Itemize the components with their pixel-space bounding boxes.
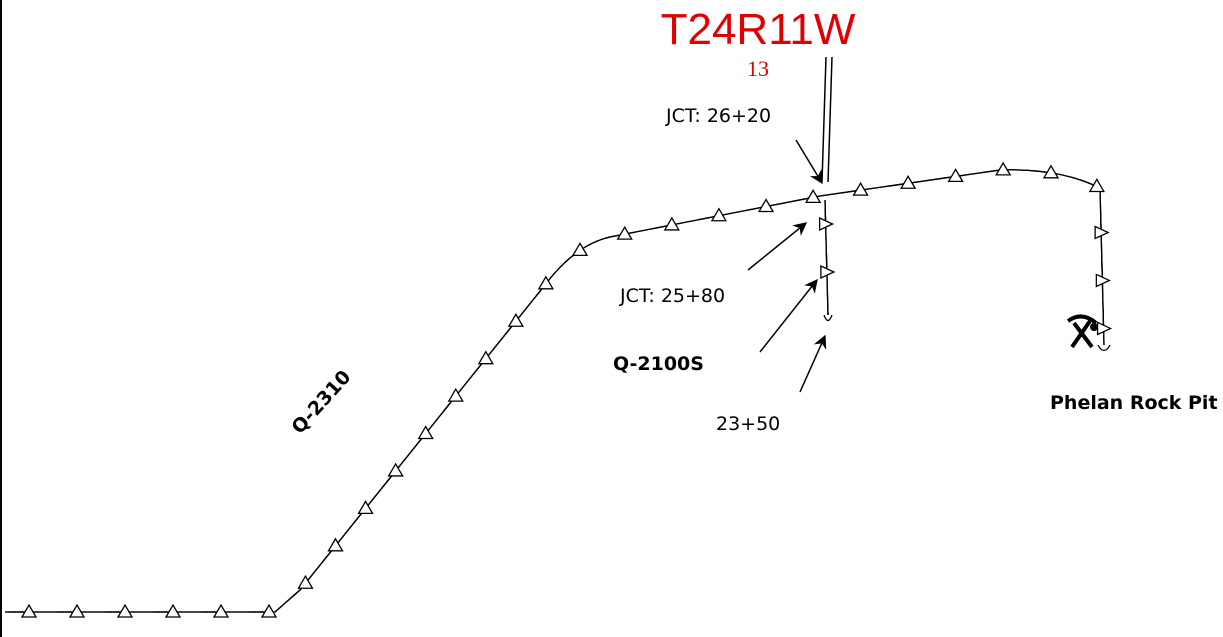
road-marker [1094, 225, 1110, 240]
leader-arrow [759, 278, 818, 353]
road-marker [1088, 178, 1105, 193]
township-label: T24R11W [661, 5, 856, 54]
road-marker [447, 387, 464, 402]
section-label: 13 [747, 56, 769, 81]
junction-label: JCT: 26+20 [665, 105, 771, 127]
road-marker [116, 603, 134, 618]
road-marker [995, 161, 1012, 176]
road-marker [818, 216, 835, 232]
road-marker [663, 216, 680, 231]
road-marker [757, 198, 775, 213]
road-end [823, 314, 833, 322]
road-marker [68, 603, 86, 618]
road-marker [387, 462, 404, 477]
road-marker [710, 207, 728, 222]
road-marker [357, 500, 374, 515]
road [824, 199, 829, 316]
pit-label: Phelan Rock Pit [1050, 392, 1218, 414]
station-label: 23+50 [716, 413, 780, 435]
roads [5, 161, 1113, 618]
road-marker [477, 350, 494, 365]
leader-arrow [799, 334, 827, 393]
road-end [1097, 344, 1111, 352]
road-marker [820, 264, 836, 279]
road-marker [20, 603, 38, 618]
road-marker [212, 603, 230, 618]
road-label: Q-2310 [287, 366, 355, 438]
road-marker [327, 537, 344, 552]
road [5, 169, 1105, 613]
road-marker [1042, 164, 1060, 179]
road-marker [899, 174, 917, 189]
road-marker [417, 425, 434, 440]
road-marker [571, 242, 589, 256]
road [5, 169, 1105, 613]
leader-arrow [747, 222, 808, 271]
road-marker [164, 603, 182, 618]
road-marker [852, 181, 869, 196]
road-label: Q-2100S [613, 353, 704, 375]
junction-label: JCT: 25+80 [619, 285, 725, 307]
section-line [821, 56, 833, 183]
road-marker [297, 574, 314, 589]
leader-arrow [795, 139, 823, 185]
road-marker [537, 275, 555, 290]
road-marker [507, 312, 524, 327]
road-marker [947, 168, 964, 183]
road-marker [260, 603, 278, 618]
road-marker [616, 225, 633, 240]
pit-icon [1066, 314, 1098, 349]
road-marker [805, 189, 822, 203]
road [5, 169, 1105, 613]
road-marker [1095, 273, 1111, 288]
